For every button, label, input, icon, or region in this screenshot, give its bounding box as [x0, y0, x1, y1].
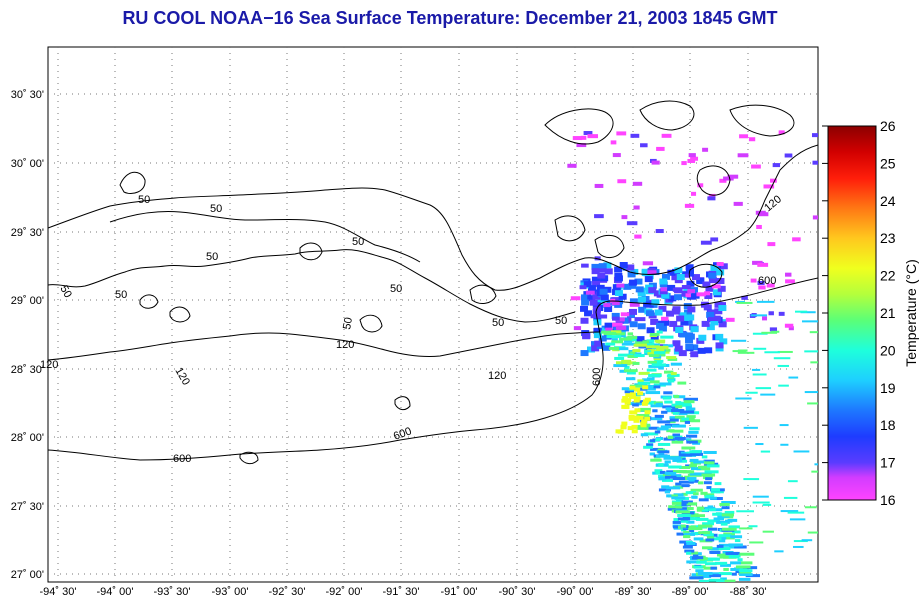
contour-label: 50 [138, 194, 150, 206]
isobath-120 [48, 331, 601, 361]
isobath-blobs [139, 242, 411, 465]
colorbar-tick-label: 23 [880, 230, 896, 246]
latitude-tick-label: 29˚ 00' [11, 295, 44, 307]
colorbar-tick-label: 17 [880, 455, 896, 471]
colorbar-tick-label: 25 [880, 155, 896, 171]
contour-label: 120 [336, 339, 354, 351]
coastline [48, 144, 818, 291]
contour-label: 50 [555, 315, 567, 327]
contour-label: 50 [210, 203, 222, 215]
longitude-tick-label: -93˚ 00' [212, 586, 249, 598]
longitude-tick-label: -90˚ 00' [557, 586, 594, 598]
latitude-tick-label: 30˚ 30' [11, 89, 44, 101]
sst-swath [567, 130, 818, 582]
longitude-labels: -94˚ 30' -94˚ 00' -93˚ 30' -93˚ 00' -92˚ 30'… [40, 586, 767, 598]
longitude-tick-label: -92˚ 30' [269, 586, 306, 598]
longitude-tick-label: -90˚ 30' [499, 586, 536, 598]
contour-label: 600 [392, 425, 413, 443]
isobath-50 [48, 249, 576, 323]
latitude-tick-label: 27˚ 00' [11, 569, 44, 581]
colorbar-tick-label: 16 [880, 492, 896, 508]
colorbar-tick-label: 20 [880, 342, 896, 358]
graticule [48, 47, 818, 582]
longitude-tick-label: -88˚ 30' [730, 586, 767, 598]
map-title: RU COOL NOAA−16 Sea Surface Temperature:… [122, 8, 778, 28]
contour-label: 600 [591, 368, 603, 386]
colorbar [827, 125, 877, 501]
longitude-tick-label: -89˚ 30' [615, 586, 652, 598]
latitude-tick-label: 27˚ 30' [11, 501, 44, 513]
colorbar-tick-label: 18 [880, 417, 896, 433]
contour-label: 50 [206, 251, 218, 263]
contour-label: 50 [341, 316, 355, 330]
contour-label: 600 [758, 275, 776, 287]
marsh-islands [119, 100, 795, 304]
contour-label: 120 [488, 370, 506, 382]
contour-label: 50 [352, 236, 364, 248]
latitude-tick-label: 29˚ 30' [11, 227, 44, 239]
contour-label: 50 [492, 317, 504, 329]
longitude-tick-label: -94˚ 00' [97, 586, 134, 598]
contour-label: 50 [390, 283, 402, 295]
map-frame [47, 46, 819, 583]
longitude-tick-label: -91˚ 00' [441, 586, 478, 598]
isobath-50b [109, 211, 421, 263]
colorbar-tick-label: 22 [880, 268, 896, 284]
contour-label: 50 [57, 284, 74, 301]
colorbar-label: Temperature (°C) [903, 259, 919, 367]
latitude-tick-label: 28˚ 00' [11, 432, 44, 444]
isobath-600 [48, 277, 818, 461]
longitude-tick-label: -93˚ 30' [154, 586, 191, 598]
colorbar-ticks: 26 25 24 23 22 21 20 19 18 17 16 [822, 118, 896, 508]
longitude-tick-label: -92˚ 00' [326, 586, 363, 598]
longitude-tick-label: -89˚ 00' [672, 586, 709, 598]
longitude-tick-label: -94˚ 30' [40, 586, 77, 598]
latitude-tick-label: 28˚ 30' [11, 364, 44, 376]
contour-label: 120 [40, 359, 58, 371]
colorbar-tick-label: 24 [880, 193, 896, 209]
colorbar-tick-label: 21 [880, 305, 896, 321]
latitude-tick-label: 30˚ 00' [11, 158, 44, 170]
contour-label: 600 [173, 453, 191, 465]
longitude-tick-label: -91˚ 30' [383, 586, 420, 598]
colorbar-tick-label: 19 [880, 380, 896, 396]
colorbar-tick-label: 26 [880, 118, 896, 134]
latitude-labels: 30˚ 30' 30˚ 00' 29˚ 30' 29˚ 00' 28˚ 30' 28˚ 0… [11, 89, 44, 581]
contour-label: 50 [115, 289, 127, 301]
